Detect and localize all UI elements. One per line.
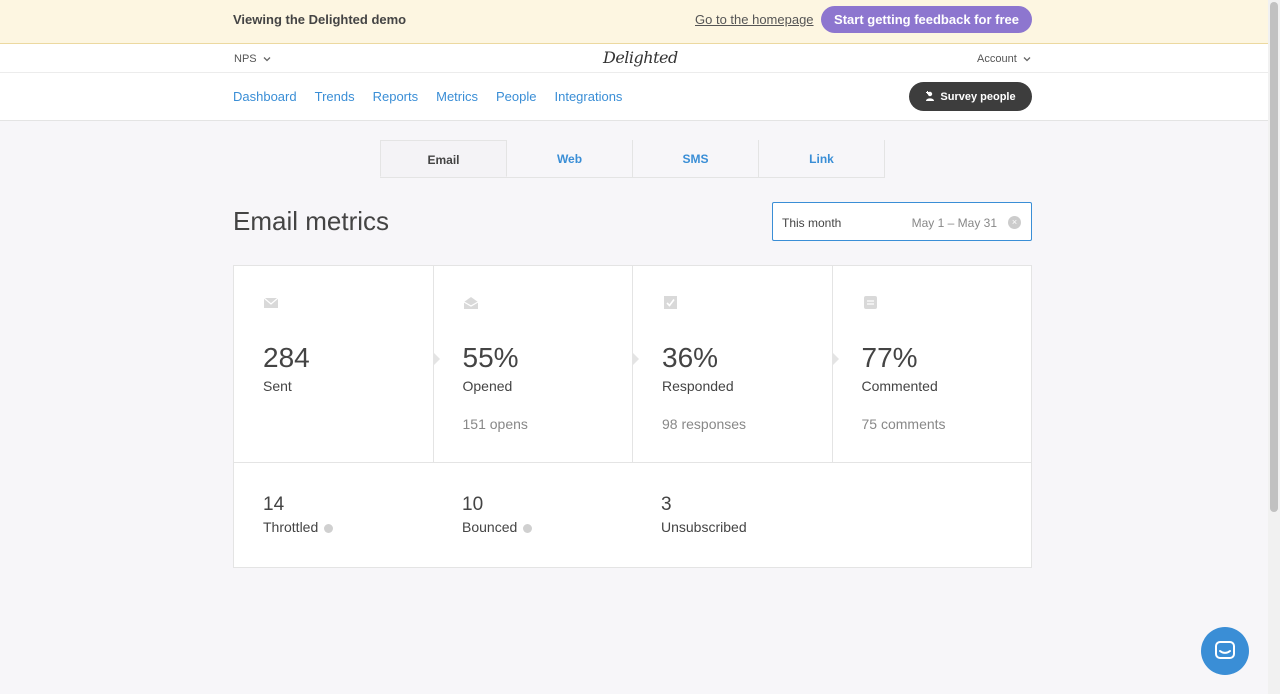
stat-value: 14 bbox=[263, 494, 285, 515]
stat-value: 284 bbox=[263, 342, 310, 373]
nav-people[interactable]: People bbox=[496, 89, 537, 104]
info-icon[interactable] bbox=[324, 523, 334, 533]
chevron-down-icon bbox=[263, 57, 271, 62]
envelope-icon bbox=[263, 297, 279, 308]
stat-label: Commented bbox=[861, 378, 938, 394]
stat-responded: 36% Responded 98 responses bbox=[632, 266, 833, 462]
date-filter-range: May 1 – May 31 bbox=[911, 216, 997, 230]
homepage-link[interactable]: Go to the homepage bbox=[695, 12, 814, 27]
tab-link[interactable]: Link bbox=[759, 140, 885, 177]
nav-integrations[interactable]: Integrations bbox=[554, 89, 623, 104]
start-feedback-button[interactable]: Start getting feedback for free bbox=[821, 6, 1032, 33]
nav-trends[interactable]: Trends bbox=[314, 89, 355, 104]
info-icon[interactable] bbox=[523, 523, 533, 533]
stat-throttled: 14 Throttled bbox=[234, 464, 433, 568]
open-envelope-icon bbox=[463, 297, 478, 309]
stat-value: 36% bbox=[662, 342, 719, 373]
channel-tabs: Email Web SMS Link bbox=[380, 140, 885, 178]
page-title: Email metrics bbox=[233, 206, 390, 236]
funnel-arrow bbox=[432, 352, 440, 366]
stat-label-text: Bounced bbox=[462, 519, 518, 535]
nav-reports[interactable]: Reports bbox=[372, 89, 419, 104]
tab-sms[interactable]: SMS bbox=[633, 140, 759, 177]
stat-value: 77% bbox=[861, 342, 918, 373]
stat-sub: 151 opens bbox=[462, 416, 528, 432]
survey-type-label: NPS bbox=[234, 53, 257, 65]
account-menu[interactable]: Account bbox=[977, 53, 1031, 65]
demo-banner: Viewing the Delighted demo Go to the hom… bbox=[0, 0, 1268, 44]
tab-web[interactable]: Web bbox=[507, 140, 633, 177]
survey-type-select[interactable]: NPS bbox=[234, 53, 271, 65]
checkbox-icon bbox=[664, 296, 677, 309]
stat-sub: 98 responses bbox=[662, 416, 747, 432]
stat-value: 3 bbox=[661, 494, 672, 515]
page-scrollbar[interactable] bbox=[1268, 0, 1280, 694]
chat-icon bbox=[1215, 641, 1235, 659]
logo[interactable]: Delighted bbox=[603, 48, 678, 67]
chat-launcher-button[interactable] bbox=[1201, 627, 1249, 675]
date-filter-label: This month bbox=[782, 216, 842, 230]
banner-text: Viewing the Delighted demo bbox=[233, 12, 407, 27]
main-nav: Dashboard Trends Reports Metrics People … bbox=[0, 73, 1268, 121]
stat-bounced: 10 Bounced bbox=[433, 464, 632, 568]
metrics-card: 284 Sent 55% Opened 151 opens 36% Respon… bbox=[233, 265, 1032, 568]
stat-row: 284 Sent 55% Opened 151 opens 36% Respon… bbox=[234, 266, 1031, 463]
stat-value: 10 bbox=[462, 494, 484, 515]
stat-sent: 284 Sent bbox=[234, 266, 434, 462]
stat-label: Sent bbox=[263, 378, 292, 394]
date-range-filter[interactable]: This month May 1 – May 31 × bbox=[772, 202, 1032, 241]
nav-metrics[interactable]: Metrics bbox=[436, 89, 479, 104]
scrollbar-thumb[interactable] bbox=[1270, 2, 1278, 512]
stat-label-text: Throttled bbox=[263, 519, 319, 535]
stat-label: Responded bbox=[662, 378, 734, 394]
funnel-arrow bbox=[632, 352, 639, 366]
top-nav: NPS Delighted Account bbox=[0, 44, 1268, 73]
person-plus-icon bbox=[926, 91, 935, 101]
secondary-stats: 14 Throttled 10 Bounced 3 Unsubscribed bbox=[234, 464, 1031, 568]
nav-dashboard[interactable]: Dashboard bbox=[233, 89, 297, 104]
stat-sub: 75 comments bbox=[861, 416, 946, 432]
stat-opened: 55% Opened 151 opens bbox=[432, 266, 633, 462]
stat-label: Unsubscribed bbox=[661, 519, 747, 535]
survey-people-button[interactable]: Survey people bbox=[909, 82, 1032, 111]
stat-unsubscribed: 3 Unsubscribed bbox=[632, 464, 831, 568]
stat-label: Bounced bbox=[462, 519, 533, 535]
main-nav-items: Dashboard Trends Reports Metrics People … bbox=[233, 89, 622, 104]
clear-icon[interactable]: × bbox=[1008, 216, 1021, 229]
account-label: Account bbox=[977, 53, 1017, 65]
chevron-down-icon bbox=[1023, 57, 1031, 62]
stat-value: 55% bbox=[462, 342, 519, 373]
stat-label: Opened bbox=[462, 378, 513, 394]
funnel-arrow bbox=[831, 352, 839, 366]
comment-icon bbox=[863, 296, 877, 309]
tab-email[interactable]: Email bbox=[380, 140, 507, 177]
stat-label-text: Unsubscribed bbox=[661, 519, 747, 535]
survey-people-label: Survey people bbox=[940, 90, 1016, 103]
stat-label: Throttled bbox=[263, 519, 334, 535]
stat-commented: 77% Commented 75 comments bbox=[831, 266, 1032, 462]
